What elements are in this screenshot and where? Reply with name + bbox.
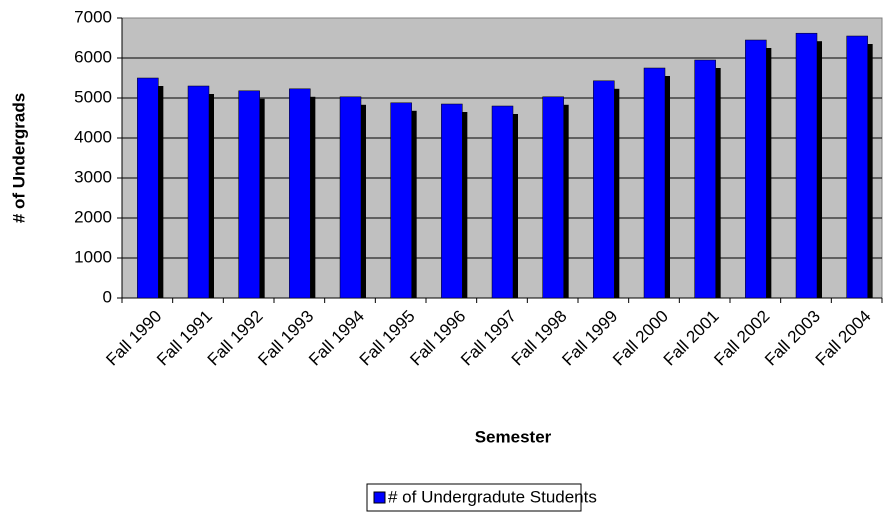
bar <box>491 105 514 299</box>
bar <box>846 35 868 299</box>
legend-swatch <box>373 491 386 504</box>
bar <box>137 77 159 299</box>
bar <box>542 96 564 299</box>
x-tick-label: Fall 2004 <box>812 307 875 370</box>
y-tick-label: 5000 <box>74 87 112 106</box>
legend-label: # of Undergradute Students <box>388 487 597 506</box>
y-tick-label: 4000 <box>74 127 112 146</box>
bar <box>593 80 615 299</box>
bar <box>289 88 311 299</box>
bar <box>441 103 463 299</box>
y-tick-label: 3000 <box>74 167 112 186</box>
bar <box>238 90 260 299</box>
y-tick-label: 1000 <box>74 247 112 266</box>
legend <box>366 483 582 512</box>
bar <box>390 102 412 299</box>
y-tick-label: 2000 <box>74 207 112 226</box>
bar <box>745 39 767 299</box>
x-axis-title: Semester <box>475 427 552 446</box>
bar <box>187 85 210 299</box>
y-tick-label: 0 <box>103 287 112 306</box>
bar <box>694 59 716 299</box>
y-tick-label: 7000 <box>74 7 112 26</box>
bar <box>643 67 666 299</box>
y-axis-title: # of Undergrads <box>9 93 28 223</box>
bar <box>339 96 362 299</box>
y-tick-label: 6000 <box>74 47 112 66</box>
bar <box>795 32 818 299</box>
